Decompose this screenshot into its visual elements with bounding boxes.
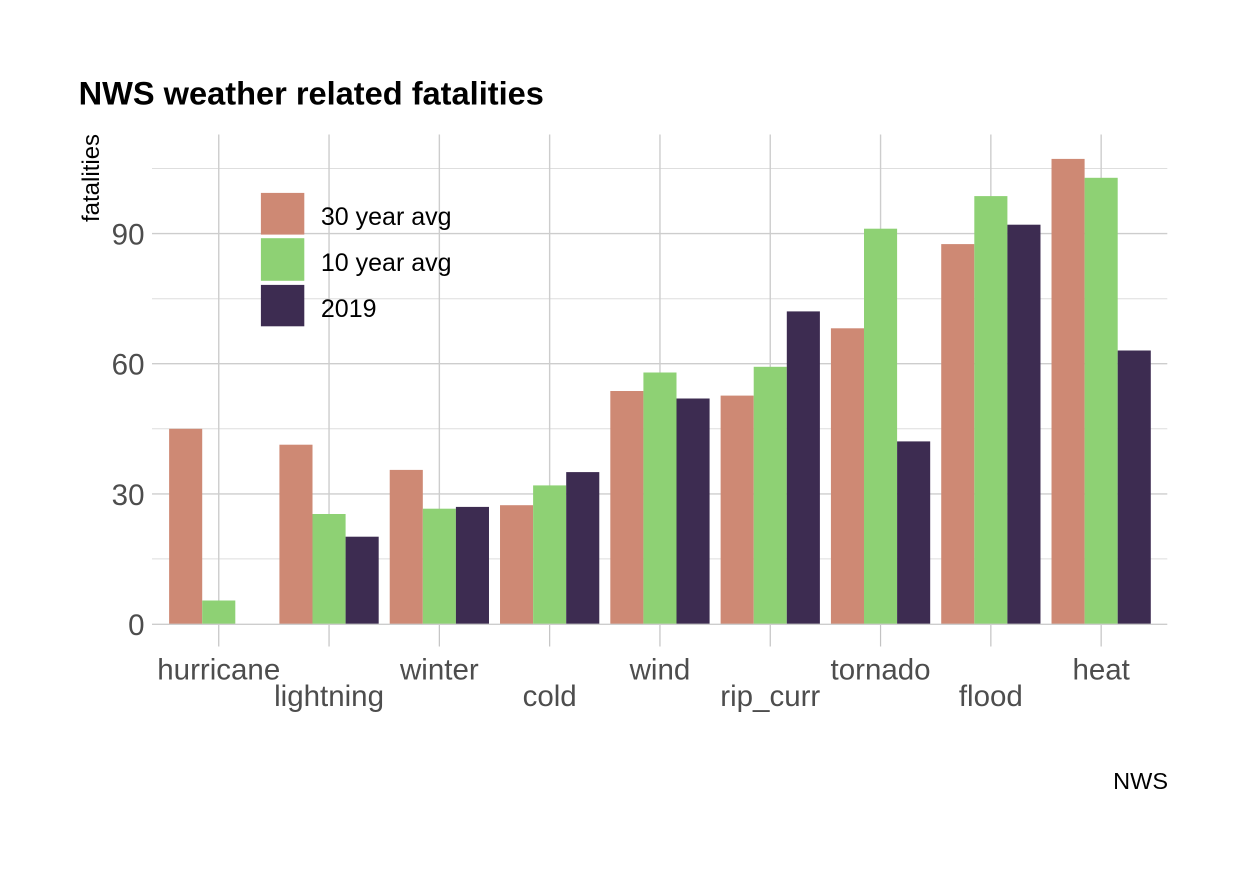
svg-text:30: 30 [112, 479, 145, 512]
svg-text:fatalities: fatalities [78, 134, 105, 222]
svg-text:10 year avg: 10 year avg [321, 249, 452, 277]
svg-text:cold: cold [523, 680, 577, 713]
svg-text:NWS: NWS [1113, 768, 1168, 794]
svg-text:30 year avg: 30 year avg [321, 203, 452, 231]
svg-text:hurricane: hurricane [157, 654, 280, 687]
svg-text:winter: winter [399, 654, 479, 687]
svg-text:lightning: lightning [274, 680, 384, 713]
svg-text:0: 0 [128, 609, 144, 642]
svg-text:heat: heat [1072, 654, 1129, 687]
svg-text:flood: flood [959, 680, 1023, 713]
svg-text:2019: 2019 [321, 295, 377, 323]
svg-text:tornado: tornado [831, 654, 931, 687]
svg-text:rip_curr: rip_curr [720, 680, 820, 713]
svg-text:90: 90 [112, 219, 145, 252]
svg-text:60: 60 [112, 349, 145, 382]
svg-text:NWS weather related fatalities: NWS weather related fatalities [79, 75, 544, 112]
svg-text:wind: wind [629, 654, 691, 687]
